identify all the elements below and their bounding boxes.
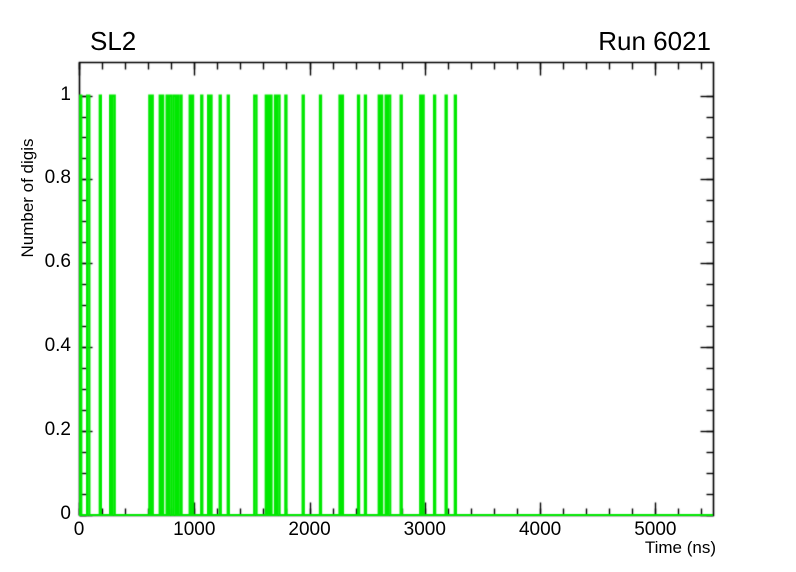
x-tick-label: 3000 <box>403 519 446 540</box>
x-tick-label: 4000 <box>518 519 562 540</box>
x-axis-title: Time (ns) <box>644 538 716 557</box>
plot-title-right: Run 6021 <box>598 26 711 56</box>
x-tick-label: 5000 <box>634 519 677 540</box>
plot-title-left: SL2 <box>90 26 137 56</box>
y-tick-label: 0.8 <box>44 167 71 189</box>
y-tick-label: 0.4 <box>44 335 71 357</box>
y-tick-label: 0 <box>60 503 71 524</box>
y-tick-label: 0.2 <box>44 419 71 441</box>
y-tick-label: 0.6 <box>44 251 71 273</box>
x-tick-label: 0 <box>73 519 85 540</box>
y-tick-label: 1 <box>60 83 71 105</box>
x-tick-label: 1000 <box>173 519 216 540</box>
x-tick-label: 2000 <box>288 519 331 540</box>
